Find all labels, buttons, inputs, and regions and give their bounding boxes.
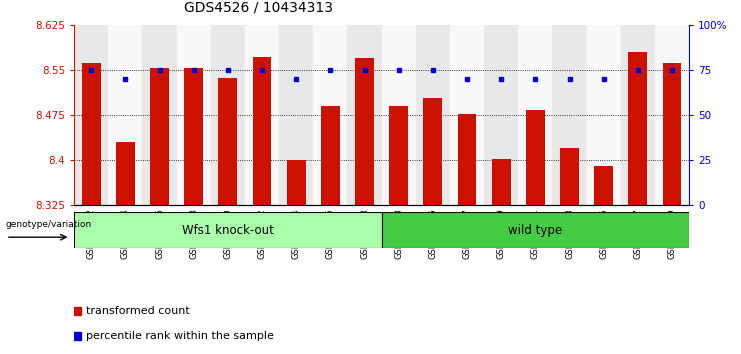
Bar (621, 25, 655, 205)
Bar (348, 25, 382, 205)
Text: percentile rank within the sample: percentile rank within the sample (87, 331, 274, 341)
Bar (484, 25, 518, 205)
Bar (594, 166, 613, 205)
Bar (176, 25, 210, 205)
Bar (389, 106, 408, 205)
Bar (458, 114, 476, 205)
Bar (423, 98, 442, 205)
Bar (287, 160, 305, 205)
Text: wild type: wild type (508, 224, 562, 236)
Bar (655, 25, 689, 205)
Bar (518, 25, 553, 205)
Bar (662, 63, 682, 205)
Bar (628, 52, 648, 205)
Bar (253, 57, 271, 205)
Bar (279, 25, 313, 205)
Bar (142, 25, 176, 205)
Bar (210, 25, 245, 205)
Bar (108, 25, 142, 205)
Text: genotype/variation: genotype/variation (6, 220, 92, 229)
Bar (150, 68, 169, 205)
Bar (245, 25, 279, 205)
Bar (553, 25, 587, 205)
Bar (313, 25, 348, 205)
Bar (321, 106, 340, 205)
Bar (116, 142, 135, 205)
Bar (587, 25, 621, 205)
Bar (492, 159, 511, 205)
Bar (526, 110, 545, 205)
Bar (219, 78, 237, 205)
Bar (450, 25, 484, 205)
Bar (560, 148, 579, 205)
Text: transformed count: transformed count (87, 306, 190, 316)
Bar (355, 58, 374, 205)
Bar (185, 68, 203, 205)
Bar (416, 25, 450, 205)
Bar (82, 63, 101, 205)
FancyBboxPatch shape (74, 212, 382, 248)
Bar (74, 25, 108, 205)
Bar (382, 25, 416, 205)
Text: Wfs1 knock-out: Wfs1 knock-out (182, 224, 273, 236)
Text: GDS4526 / 10434313: GDS4526 / 10434313 (184, 0, 333, 14)
FancyBboxPatch shape (382, 212, 689, 248)
